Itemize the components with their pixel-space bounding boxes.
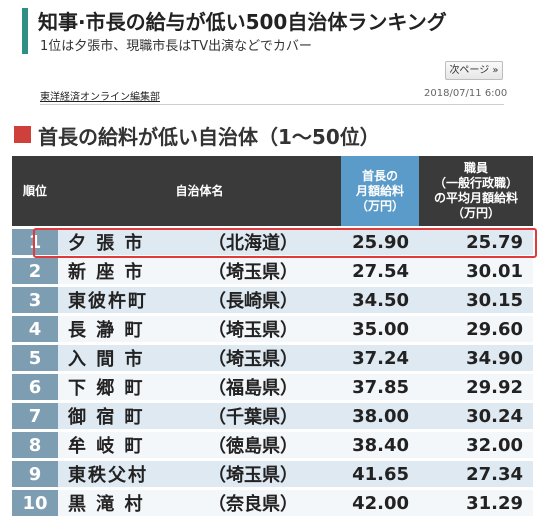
prefecture-name: （埼玉県） [208, 465, 298, 486]
municipality-name: 東秩父村 [68, 465, 148, 486]
mayor-salary-cell: 27.54 [341, 258, 419, 284]
rank-cell: 8 [12, 432, 58, 458]
header-staff-salary-line1: 職員 [463, 161, 488, 175]
municipality-name: 入 間 市 [68, 349, 145, 370]
prefecture-name: （北海道） [208, 233, 298, 254]
municipality-name: 長 瀞 町 [68, 320, 145, 341]
header-mayor-salary-line3: （万円） [355, 198, 404, 213]
prefecture-name: （埼玉県） [208, 262, 298, 283]
divider [40, 104, 504, 105]
rank-cell: 10 [12, 490, 58, 516]
table-row: 10 黒 滝 村 （奈良県） 42.00 31.29 [12, 490, 533, 516]
staff-salary-cell: 29.60 [419, 316, 533, 342]
section-marker-icon [14, 126, 31, 143]
header-staff-salary-line3: の平均月額給料 [433, 191, 518, 205]
header-rank: 順位 [12, 156, 58, 226]
rank-cell: 5 [12, 345, 58, 371]
municipality-cell: 入 間 市 （埼玉県） [58, 345, 341, 371]
mayor-salary-cell: 37.24 [341, 345, 419, 371]
municipality-cell: 黒 滝 村 （奈良県） [58, 490, 341, 516]
mayor-salary-cell: 34.50 [341, 287, 419, 313]
prefecture-name: （千葉県） [208, 407, 298, 428]
rank-cell: 7 [12, 403, 58, 429]
mayor-salary-cell: 41.65 [341, 461, 419, 487]
header-staff-salary-line2: （一般行政職） [433, 176, 518, 190]
staff-salary-cell: 29.92 [419, 374, 533, 400]
staff-salary-cell: 31.29 [419, 490, 533, 516]
municipality-cell: 東彼杵町 （長崎県） [58, 287, 341, 313]
table-row: 8 牟 岐 町 （徳島県） 38.40 32.00 [12, 432, 533, 458]
ranking-table: 順位 自治体名 首長の 月額給料 （万円） 職員 （一般行政職） の平均月額給料… [12, 153, 533, 519]
mayor-salary-cell: 38.40 [341, 432, 419, 458]
staff-salary-cell: 30.15 [419, 287, 533, 313]
article-subheadline: 1位は夕張市、現職市長はTV出演などでカバー [40, 39, 312, 54]
municipality-name: 下 郷 町 [68, 378, 145, 399]
table-row: 1 夕 張 市 （北海道） 25.90 25.79 [12, 229, 533, 255]
table-row: 6 下 郷 町 （福島県） 37.85 29.92 [12, 374, 533, 400]
staff-salary-cell: 34.90 [419, 345, 533, 371]
mayor-salary-cell: 37.85 [341, 374, 419, 400]
header-mayor-salary-line2: 月額給料 [355, 183, 404, 198]
table-row: 2 新 座 市 （埼玉県） 27.54 30.01 [12, 258, 533, 284]
municipality-name: 黒 滝 村 [68, 494, 145, 515]
rank-cell: 1 [12, 229, 58, 255]
byline-link[interactable]: 東洋経済オンライン編集部 [40, 92, 160, 103]
next-page-button[interactable]: 次ページ » [445, 61, 503, 80]
staff-salary-cell: 27.34 [419, 461, 533, 487]
table-row: 5 入 間 市 （埼玉県） 37.24 34.90 [12, 345, 533, 371]
prefecture-name: （奈良県） [208, 494, 298, 515]
header-mayor-salary-line1: 首長の [361, 168, 398, 183]
prefecture-name: （埼玉県） [208, 349, 298, 370]
prefecture-name: （埼玉県） [208, 320, 298, 341]
municipality-cell: 新 座 市 （埼玉県） [58, 258, 341, 284]
rank-cell: 4 [12, 316, 58, 342]
rank-cell: 6 [12, 374, 58, 400]
staff-salary-cell: 30.01 [419, 258, 533, 284]
mayor-salary-cell: 25.90 [341, 229, 419, 255]
article-headline: 知事·市長の給与が低い500自治体ランキング [38, 10, 447, 34]
rank-cell: 2 [12, 258, 58, 284]
header-staff-salary: 職員 （一般行政職） の平均月額給料 （万円） [419, 156, 533, 226]
header-staff-salary-line4: （万円） [451, 206, 500, 220]
rank-cell: 9 [12, 461, 58, 487]
table-row: 7 御 宿 町 （千葉県） 38.00 30.24 [12, 403, 533, 429]
municipality-cell: 御 宿 町 （千葉県） [58, 403, 341, 429]
municipality-name: 御 宿 町 [68, 407, 145, 428]
municipality-name: 東彼杵町 [68, 291, 148, 312]
municipality-name: 新 座 市 [68, 262, 145, 283]
table-row: 4 長 瀞 町 （埼玉県） 35.00 29.60 [12, 316, 533, 342]
prefecture-name: （長崎県） [208, 291, 298, 312]
municipality-cell: 東秩父村 （埼玉県） [58, 461, 341, 487]
rank-cell: 3 [12, 287, 58, 313]
staff-salary-cell: 25.79 [419, 229, 533, 255]
table-row: 9 東秩父村 （埼玉県） 41.65 27.34 [12, 461, 533, 487]
table-row: 3 東彼杵町 （長崎県） 34.50 30.15 [12, 287, 533, 313]
municipality-name: 夕 張 市 [68, 233, 145, 254]
header-mayor-salary: 首長の 月額給料 （万円） [341, 156, 419, 226]
prefecture-name: （徳島県） [208, 436, 298, 457]
staff-salary-cell: 32.00 [419, 432, 533, 458]
municipality-cell: 牟 岐 町 （徳島県） [58, 432, 341, 458]
municipality-name: 牟 岐 町 [68, 436, 145, 457]
municipality-cell: 長 瀞 町 （埼玉県） [58, 316, 341, 342]
municipality-cell: 下 郷 町 （福島県） [58, 374, 341, 400]
mayor-salary-cell: 42.00 [341, 490, 419, 516]
prefecture-name: （福島県） [208, 378, 298, 399]
staff-salary-cell: 30.24 [419, 403, 533, 429]
section-title: 首長の給料が低い自治体（1〜50位） [38, 125, 380, 149]
header-municipality: 自治体名 [58, 156, 341, 226]
publish-timestamp: 2018/07/11 6:00 [424, 88, 508, 99]
mayor-salary-cell: 38.00 [341, 403, 419, 429]
municipality-cell: 夕 張 市 （北海道） [58, 229, 341, 255]
table-header-row: 順位 自治体名 首長の 月額給料 （万円） 職員 （一般行政職） の平均月額給料… [12, 156, 533, 226]
mayor-salary-cell: 35.00 [341, 316, 419, 342]
headline-accent-bar [22, 8, 28, 54]
